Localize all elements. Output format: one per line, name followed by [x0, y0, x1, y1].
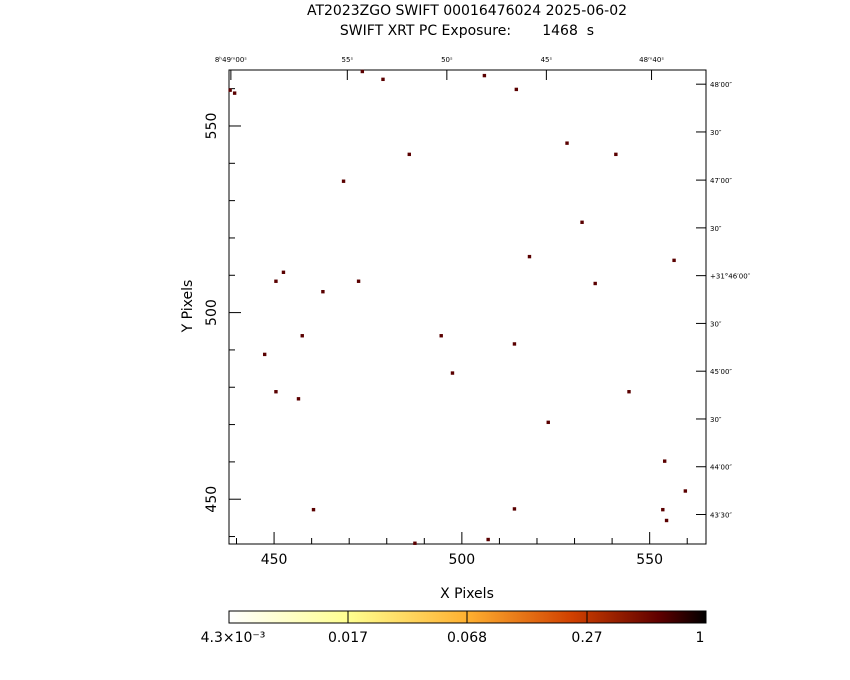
- axis-tick-labels: 450 500 550 450 500 550 8ʰ49ᵐ00ˢ 55ˢ 50ˢ 45ˢ 48ᵐ40…: [204, 56, 751, 568]
- source-point: [512, 507, 517, 511]
- dec-tick-label: 30″: [710, 225, 722, 233]
- dec-tick-label: 30″: [710, 416, 722, 424]
- source-point: [413, 541, 417, 545]
- source-point: [381, 77, 385, 82]
- source-point: [274, 279, 278, 283]
- y-axis-label: Y Pixels: [180, 280, 196, 334]
- x-axis-label: X Pixels: [440, 586, 494, 602]
- source-point: [614, 152, 618, 157]
- colorbar-tick-label: 4.3×10⁻³: [201, 630, 266, 646]
- source-point: [593, 281, 597, 286]
- source-point: [486, 537, 490, 542]
- source-point: [627, 390, 631, 394]
- source-point: [580, 220, 584, 224]
- dec-tick-label: 47′00″: [710, 177, 732, 185]
- source-point: [296, 397, 301, 401]
- colorbar-tick-label: 1: [696, 630, 705, 646]
- colorbar-tick-label: 0.068: [447, 630, 487, 646]
- colorbar-tick-label: 0.27: [571, 630, 602, 646]
- source-point: [482, 73, 487, 78]
- source-point: [407, 152, 411, 157]
- source-point: [512, 342, 517, 346]
- source-point: [311, 507, 316, 512]
- source-point: [281, 270, 286, 274]
- plot-frame: [228, 69, 707, 545]
- axis-ticks: [229, 70, 706, 544]
- source-point: [356, 279, 361, 283]
- source-point: [274, 390, 278, 394]
- chart-title: AT2023ZGO SWIFT 00016476024 2025-06-02: [307, 3, 627, 19]
- source-point: [450, 371, 455, 375]
- y-tick-label: 450: [204, 486, 220, 513]
- source-point: [546, 420, 550, 425]
- source-point: [300, 334, 304, 338]
- dec-tick-label: 45′00″: [710, 368, 732, 376]
- source-point: [228, 88, 232, 92]
- source-point: [527, 254, 532, 259]
- ra-tick-label: 48ᵐ40ˢ: [639, 56, 664, 64]
- source-point: [439, 334, 443, 338]
- chart-subtitle: SWIFT XRT PC Exposure: 1468 s: [340, 23, 594, 39]
- y-tick-label: 550: [204, 113, 220, 140]
- x-tick-label: 500: [448, 552, 475, 568]
- source-point: [360, 69, 365, 74]
- ra-tick-label: 55ˢ: [342, 56, 354, 64]
- ra-tick-label: 50ˢ: [441, 56, 453, 64]
- source-point: [664, 518, 669, 523]
- source-point: [565, 141, 569, 145]
- colorbar-ticks: 4.3×10⁻³ 0.017 0.068 0.27 1: [201, 611, 705, 646]
- x-tick-label: 450: [261, 552, 288, 568]
- ra-tick-label: 8ʰ49ᵐ00ˢ: [215, 56, 247, 64]
- x-tick-label: 550: [636, 552, 663, 568]
- dec-tick-label: 44′00″: [710, 464, 732, 472]
- source-point: [661, 507, 665, 512]
- source-point: [662, 459, 667, 463]
- dec-tick-label: 30″: [710, 129, 722, 137]
- y-tick-label: 500: [204, 299, 220, 326]
- dec-tick-label: 43′30″: [710, 512, 732, 520]
- ra-tick-label: 45ˢ: [541, 56, 553, 64]
- dec-tick-label: +31°46′00″: [710, 273, 751, 281]
- source-point: [672, 258, 676, 263]
- source-point: [262, 352, 267, 357]
- dec-tick-label: 30″: [710, 320, 722, 328]
- colorbar-tick-label: 0.017: [328, 630, 368, 646]
- source-points: [228, 69, 688, 545]
- source-point: [341, 179, 346, 183]
- dec-tick-label: 48′00″: [710, 81, 732, 89]
- source-point: [683, 489, 688, 493]
- source-point: [232, 91, 237, 95]
- source-point: [321, 289, 325, 294]
- source-point: [514, 87, 519, 92]
